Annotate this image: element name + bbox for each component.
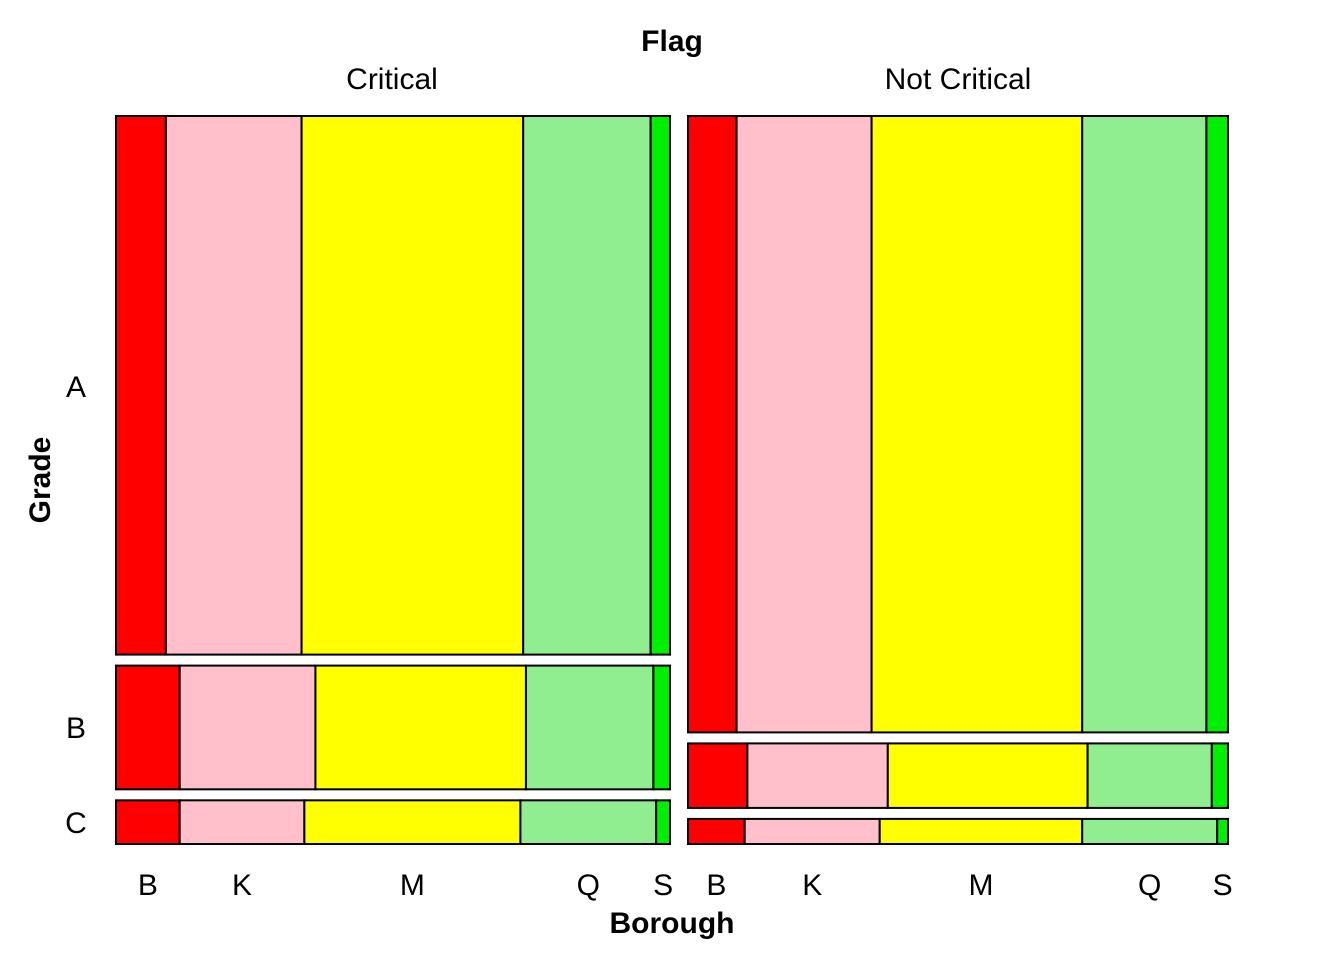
tile-critical-b-b	[115, 664, 181, 791]
panel-label-critical: Critical	[346, 63, 438, 96]
y-tick-label-b: B	[66, 712, 86, 745]
tile-not-critical-c-q	[1081, 817, 1219, 845]
x-tick-label-not-critical-q: Q	[1138, 869, 1161, 902]
tile-critical-b-m	[314, 664, 527, 791]
y-tick-label-c: C	[65, 807, 87, 840]
tile-critical-c-q	[519, 799, 658, 845]
x-tick-label-not-critical-b: B	[706, 869, 726, 902]
y-axis-title: Grade	[24, 437, 57, 524]
tile-critical-b-q	[524, 664, 655, 791]
tile-not-critical-c-m	[878, 817, 1084, 845]
tile-not-critical-a-m	[870, 115, 1084, 734]
panel-label-not-critical: Not Critical	[885, 63, 1032, 96]
x-tick-label-not-critical-s: S	[1213, 869, 1233, 902]
y-tick-label-a: A	[66, 371, 86, 404]
x-tick-label-not-critical-m: M	[968, 869, 993, 902]
tile-not-critical-c-s	[1216, 817, 1229, 845]
tile-not-critical-a-s	[1205, 115, 1230, 734]
tile-critical-a-k	[164, 115, 303, 656]
x-axis-title: Borough	[610, 907, 735, 940]
tile-not-critical-a-k	[735, 115, 873, 734]
mosaic-tiles	[115, 115, 1230, 845]
tile-critical-a-b	[115, 115, 167, 656]
tile-not-critical-b-b	[687, 742, 749, 809]
x-tick-label-critical-k: K	[232, 869, 252, 902]
tile-critical-c-b	[115, 799, 181, 845]
x-tick-label-not-critical-k: K	[802, 869, 822, 902]
x-tick-label-critical-q: Q	[577, 869, 600, 902]
tile-critical-b-s	[652, 664, 672, 791]
tile-not-critical-b-s	[1210, 742, 1230, 809]
tile-critical-a-m	[300, 115, 525, 656]
tile-not-critical-c-b	[687, 817, 746, 845]
tile-critical-c-m	[303, 799, 522, 845]
tile-not-critical-b-q	[1086, 742, 1213, 809]
chart-title: Flag	[641, 25, 703, 58]
tile-critical-a-q	[522, 115, 652, 656]
tile-critical-c-k	[178, 799, 306, 845]
tile-critical-b-k	[178, 664, 317, 791]
x-tick-label-critical-b: B	[138, 869, 158, 902]
tile-not-critical-a-q	[1081, 115, 1208, 734]
tile-not-critical-c-k	[743, 817, 881, 845]
tile-not-critical-b-m	[886, 742, 1089, 809]
x-tick-label-critical-m: M	[400, 869, 425, 902]
tile-not-critical-a-b	[687, 115, 738, 734]
tile-critical-a-s	[649, 115, 671, 656]
tile-not-critical-b-k	[746, 742, 889, 809]
tile-critical-c-s	[655, 799, 672, 845]
x-tick-label-critical-s: S	[653, 869, 673, 902]
